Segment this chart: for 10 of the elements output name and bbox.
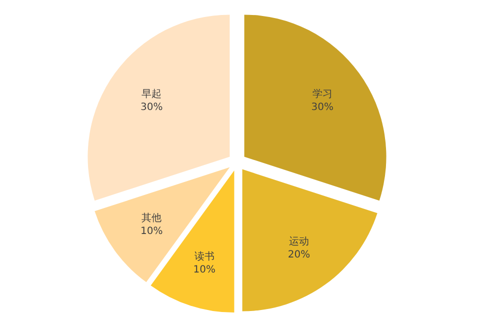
slice-label: 读书 (194, 250, 214, 262)
slice-label: 其他 (142, 212, 162, 224)
slice-label: 学习 (312, 88, 332, 100)
data-label: 30% (140, 102, 163, 113)
data-label: 10% (193, 264, 216, 276)
data-label: 10% (140, 226, 163, 238)
data-label: 20% (288, 249, 310, 260)
slice-label: 运动 (289, 235, 310, 248)
data-label: 30% (311, 102, 334, 113)
slice-label: 早起 (142, 88, 162, 100)
